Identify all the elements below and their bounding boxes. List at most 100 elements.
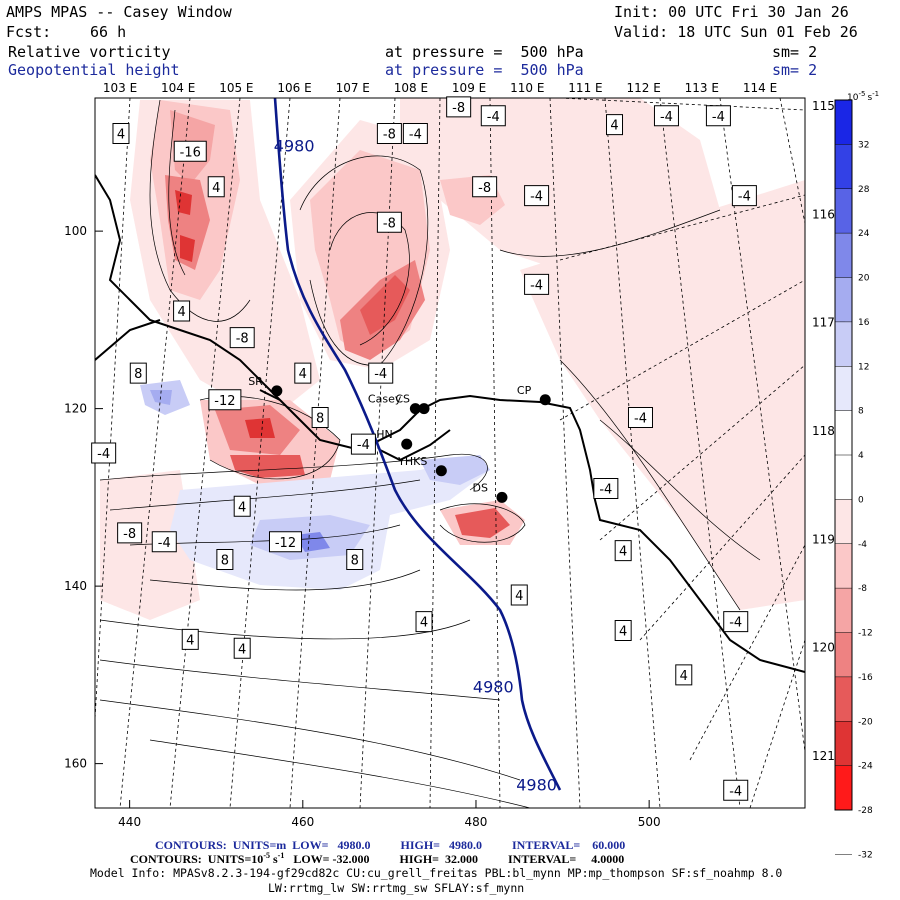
vorticity-label: 4 bbox=[510, 584, 528, 606]
station-dot bbox=[401, 438, 413, 450]
vorticity-label-box bbox=[614, 540, 632, 562]
vorticity-label-text: -4 bbox=[409, 128, 422, 143]
vorticity-label: 4 bbox=[233, 495, 251, 517]
vorticity-label-box bbox=[117, 522, 143, 544]
vorticity-label: 4 bbox=[415, 611, 433, 633]
vorticity-label-box bbox=[350, 433, 376, 455]
footer-model-info-2: LW:rrtmg_lw SW:rrtmg_sw SFLAY:sf_mynn bbox=[268, 881, 525, 895]
vorticity-label: 4 bbox=[112, 123, 130, 144]
station-dot bbox=[496, 491, 508, 503]
vorticity-label-box bbox=[606, 114, 624, 136]
vorticity-label-text: 4 bbox=[610, 119, 618, 134]
longitude-label-top: 105 E bbox=[219, 81, 253, 95]
longitude-label-top: 103 E bbox=[103, 81, 137, 95]
vorticity-label-box bbox=[91, 442, 117, 464]
vorticity-contours bbox=[99, 99, 761, 808]
vorticity-label: -4 bbox=[653, 105, 679, 127]
field1-smoothing: sm= 2 bbox=[772, 43, 818, 61]
colorbar-level: 12 bbox=[858, 362, 869, 372]
vorticity-label: 8 bbox=[311, 407, 329, 428]
colorbar-level: 32 bbox=[858, 140, 869, 150]
x-tick-label: 460 bbox=[291, 815, 314, 829]
station-label: DS bbox=[472, 481, 487, 494]
colorbar-level: 8 bbox=[858, 407, 864, 417]
vorticity-label-text: 4 bbox=[420, 616, 428, 631]
height-contour-labels: 4980 4980 4980 bbox=[274, 136, 557, 794]
station-label: CS bbox=[395, 393, 410, 406]
vorticity-label-text: 4 bbox=[238, 642, 246, 657]
vorticity-label-text: 4 bbox=[177, 305, 185, 320]
vorticity-label-box bbox=[627, 407, 653, 428]
colorbar-segment bbox=[835, 321, 852, 367]
colorbar-segment bbox=[835, 277, 852, 322]
station-dot bbox=[271, 385, 283, 397]
vorticity-label: 4 bbox=[181, 628, 199, 650]
footer-model-info: Model Info: MPASv8.2.3-194-gf29cd82c CU:… bbox=[90, 866, 783, 880]
longitude-label-top: 108 E bbox=[394, 81, 428, 95]
vorticity-label: -4 bbox=[368, 362, 394, 384]
colorbar-segment bbox=[835, 588, 852, 633]
vorticity-label: 4 bbox=[233, 637, 251, 659]
vorticity-label-text: -4 bbox=[712, 110, 725, 125]
station-label: HN bbox=[376, 428, 393, 441]
vorticity-label: -4 bbox=[480, 105, 506, 127]
station: YHKS bbox=[397, 455, 447, 477]
vorticity-label-box bbox=[402, 123, 428, 144]
vorticity-label-text: -8 bbox=[123, 527, 136, 542]
vorticity-label: -16 bbox=[173, 140, 207, 162]
vorticity-label-box bbox=[129, 362, 147, 384]
longitude-label-top: 109 E bbox=[452, 81, 486, 95]
longitude-label-top: 111 E bbox=[568, 81, 602, 95]
vorticity-label: -4 bbox=[524, 185, 550, 207]
longitude-label-top: 110 E bbox=[510, 81, 544, 95]
colorbar-segment bbox=[835, 499, 852, 544]
vorticity-label: -8 bbox=[229, 327, 255, 349]
vorticity-label-text: -4 bbox=[729, 616, 742, 631]
vorticity-label-text: 4 bbox=[515, 589, 523, 604]
vorticity-label-text: 4 bbox=[117, 128, 125, 143]
vorticity-label: -8 bbox=[446, 96, 472, 118]
vorticity-label: -8 bbox=[117, 522, 143, 544]
colorbar-units: 10-5 s-1 bbox=[847, 90, 879, 103]
colorbar-level: -28 bbox=[858, 806, 873, 816]
colorbar-level: -8 bbox=[858, 584, 867, 594]
vorticity-label-text: 4 bbox=[299, 367, 307, 382]
y-tick-label: 160 bbox=[64, 757, 87, 771]
vorticity-label-text: 8 bbox=[221, 554, 229, 569]
vorticity-label: -4 bbox=[593, 478, 619, 499]
field2-smoothing: sm= 2 bbox=[772, 61, 818, 79]
longitude-label-top: 107 E bbox=[336, 81, 370, 95]
vorticity-label-text: 4 bbox=[238, 500, 246, 515]
longitude-labels-top: 103 E 104 E 105 E 106 E 107 E 108 E 109 E 110 E… bbox=[103, 81, 777, 95]
colorbar-segment bbox=[835, 233, 852, 278]
vorticity-label-box bbox=[151, 531, 177, 553]
forecast-label: Fcst: bbox=[6, 23, 52, 41]
vorticity-label: -4 bbox=[151, 531, 177, 553]
vorticity-label-box bbox=[415, 611, 433, 633]
colorbar-level: -20 bbox=[858, 717, 873, 727]
vorticity-label-box bbox=[446, 96, 472, 118]
vorticity-label: 4 bbox=[614, 540, 632, 562]
vorticity-label-text: -8 bbox=[383, 216, 396, 231]
y-axis: 100 120 140 160 bbox=[64, 224, 103, 771]
vorticity-label-box bbox=[208, 389, 242, 411]
vorticity-label: -12 bbox=[268, 531, 302, 553]
vorticity-label-text: -4 bbox=[729, 784, 742, 799]
colorbar-level: 16 bbox=[858, 318, 870, 328]
height-label: 4980 bbox=[274, 136, 315, 155]
vorticity-label-text: -4 bbox=[357, 438, 370, 453]
footer-contours-height: CONTOURS: UNITS=m LOW= 4980.0 HIGH= 4980… bbox=[155, 838, 626, 852]
vorticity-label-box bbox=[614, 620, 632, 641]
vorticity-label-text: -4 bbox=[530, 190, 543, 205]
vorticity-label: -4 bbox=[524, 273, 550, 295]
colorbar-segment bbox=[835, 366, 852, 411]
field1-pressure: at pressure = 500 hPa bbox=[385, 43, 584, 61]
colorbar-segment bbox=[835, 410, 852, 455]
colorbar-level: -12 bbox=[858, 629, 873, 639]
vorticity-label-text: -4 bbox=[158, 536, 171, 551]
vorticity-label-text: -12 bbox=[214, 394, 235, 409]
vorticity-label-text: -8 bbox=[383, 128, 396, 143]
vorticity-label-box bbox=[173, 300, 191, 322]
